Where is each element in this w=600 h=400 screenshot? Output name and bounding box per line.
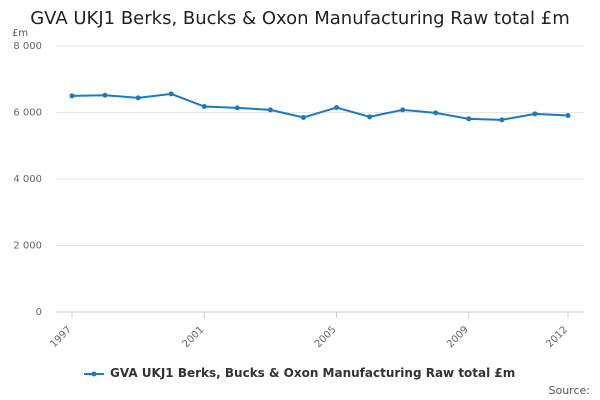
y-tick-label: 8 000	[13, 41, 42, 52]
data-point	[69, 93, 75, 99]
x-tick-label: 2001	[181, 324, 207, 350]
x-tick-label: 2012	[544, 324, 570, 350]
y-tick-label: 6 000	[13, 108, 42, 119]
y-axis-unit-label: £m	[12, 28, 28, 39]
data-point	[433, 110, 439, 116]
data-point	[234, 105, 240, 111]
legend-line-marker-icon	[84, 368, 104, 378]
data-point	[168, 91, 174, 97]
data-point	[267, 107, 273, 113]
data-point	[565, 112, 571, 118]
data-point	[334, 105, 340, 111]
y-tick-label: 0	[36, 307, 42, 318]
legend-label: GVA UKJ1 Berks, Bucks & Oxon Manufacturi…	[110, 366, 516, 380]
data-point	[466, 116, 472, 122]
data-point	[201, 104, 207, 110]
source-label: Source:	[548, 384, 591, 397]
data-point	[499, 117, 505, 123]
legend[interactable]: GVA UKJ1 Berks, Bucks & Oxon Manufacturi…	[84, 366, 515, 380]
y-tick-label: 2 000	[13, 241, 42, 252]
x-tick-label: 2009	[445, 324, 471, 350]
chart-title: GVA UKJ1 Berks, Bucks & Oxon Manufacturi…	[30, 8, 570, 29]
series-line	[71, 92, 569, 121]
y-tick-label: 4 000	[13, 174, 42, 185]
data-point	[367, 114, 373, 120]
data-point	[400, 107, 406, 113]
data-point	[135, 95, 141, 101]
x-tick-label: 2005	[313, 324, 339, 350]
data-point	[532, 111, 538, 117]
data-point	[102, 92, 108, 98]
data-point	[300, 114, 306, 120]
x-tick-label: 1997	[48, 324, 74, 350]
